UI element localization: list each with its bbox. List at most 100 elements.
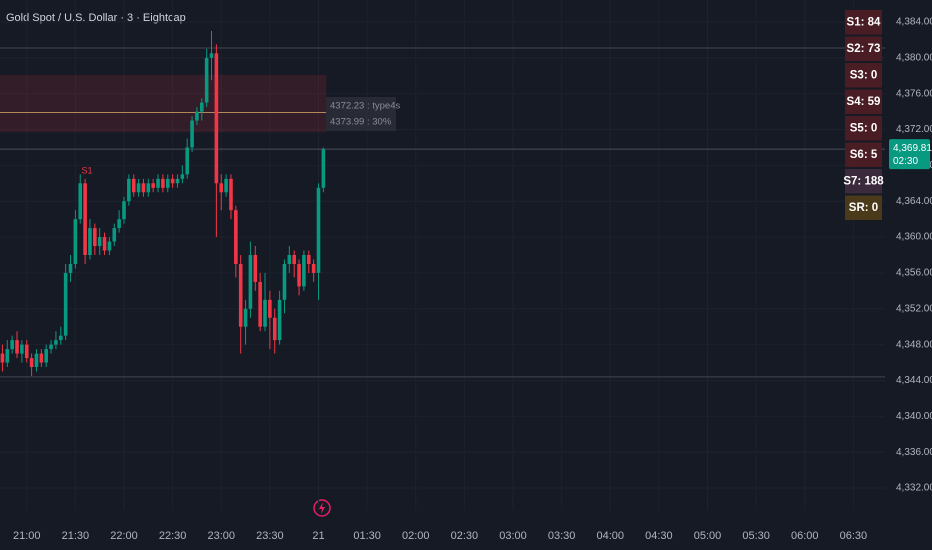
candle-body: [136, 183, 141, 193]
candle-body: [73, 219, 78, 264]
candle-body: [321, 149, 326, 188]
x-tick-label: 05:00: [694, 530, 722, 542]
candle-body: [97, 237, 102, 247]
x-tick-label: 02:00: [402, 530, 430, 542]
signal-label: S5: 0: [850, 123, 878, 135]
candle-body: [224, 178, 228, 193]
candle-body: [282, 263, 287, 300]
candle-body: [83, 183, 87, 255]
candle-body: [107, 241, 112, 251]
candle-body: [170, 178, 175, 184]
candle-body: [311, 263, 316, 273]
x-tick-label: 22:30: [159, 530, 187, 542]
candle-body: [127, 178, 131, 202]
x-tick-label: 06:30: [840, 530, 868, 542]
y-tick-label: 4,332.00: [896, 483, 932, 494]
candle-body: [180, 174, 185, 179]
candle-body: [209, 53, 214, 58]
signal-box: [845, 116, 882, 141]
candle-body: [151, 183, 155, 188]
signal-box: [845, 63, 882, 88]
y-tick-label: 4,336.00: [896, 447, 932, 458]
candle-body: [253, 255, 258, 282]
candle-body: [195, 111, 199, 121]
candle-body: [165, 178, 170, 188]
x-tick-label: 05:30: [742, 530, 770, 542]
candle-body: [63, 272, 68, 336]
candle-body: [175, 178, 180, 184]
candle-body: [263, 299, 267, 327]
candle-body: [29, 358, 34, 368]
candle-body: [15, 340, 19, 354]
candle-body: [78, 183, 83, 220]
candle-body: [39, 353, 44, 363]
x-tick-label: 03:00: [499, 530, 527, 542]
candle-body: [141, 183, 146, 193]
x-tick-label: 21:00: [13, 530, 41, 542]
candle-body: [277, 299, 282, 341]
signal-box: [845, 195, 882, 220]
candle-body: [161, 178, 165, 188]
candle-body: [190, 120, 194, 148]
signal-box: [845, 142, 882, 167]
candle-body: [306, 255, 311, 264]
candle-body: [58, 335, 63, 341]
y-tick-label: 4,352.00: [896, 303, 932, 314]
candle-body: [214, 53, 219, 184]
candle-body: [185, 147, 190, 175]
signal-box: [845, 36, 882, 61]
alert-icon: [313, 499, 331, 517]
candle-body: [248, 255, 253, 309]
signal-label: S3: 0: [850, 70, 878, 82]
candle-body: [243, 308, 248, 327]
signal-box: [845, 10, 882, 35]
y-tick-label: 4,344.00: [896, 375, 932, 386]
signal-label: SR: 0: [849, 202, 878, 214]
signal-label: S7: 188: [843, 176, 884, 188]
candle-body: [258, 281, 262, 327]
x-tick-label: 21:30: [62, 530, 90, 542]
y-tick-label: 4,340.00: [896, 411, 932, 422]
signal-label: S4: 59: [847, 96, 881, 108]
zone: [0, 74, 327, 133]
y-tick-label: 4,372.00: [896, 124, 932, 135]
price-tag-label: 4,369.81: [893, 143, 932, 154]
candle-body: [88, 228, 92, 255]
x-tick-label: 03:30: [548, 530, 576, 542]
x-tick-label: 04:30: [645, 530, 673, 542]
candle-body: [34, 353, 39, 368]
y-tick-label: 4,356.00: [896, 268, 932, 279]
y-tick-label: 4,376.00: [896, 88, 932, 99]
y-tick-label: 4,364.00: [896, 196, 932, 207]
candle-body: [68, 263, 73, 273]
candle-body: [287, 255, 292, 264]
candle-body: [112, 228, 117, 242]
signal-label: S1: 84: [847, 17, 881, 29]
x-tick-label: 23:00: [207, 530, 235, 542]
tooltip-box: [326, 97, 396, 131]
candle-body: [5, 349, 10, 363]
tooltip-text: 4373.99 : 30%: [330, 117, 392, 128]
x-tick-label: 22:00: [110, 530, 138, 542]
x-tick-label: 01:30: [353, 530, 381, 542]
chart-title: Gold Spot / U.S. Dollar · 3 · Eightcap: [6, 12, 186, 24]
candle-body: [24, 344, 29, 359]
candle-body: [146, 183, 151, 193]
candle-body: [54, 340, 58, 345]
x-tick-label: 04:00: [596, 530, 624, 542]
candle-body: [156, 178, 160, 188]
countdown-label: 02:30: [893, 156, 918, 167]
candle-body: [0, 353, 5, 363]
candle-body: [229, 178, 233, 211]
candle-body: [10, 340, 14, 350]
candle-body: [93, 228, 97, 247]
candle-body: [219, 183, 224, 193]
x-tick-label: 02:30: [451, 530, 479, 542]
signal-box: [845, 89, 882, 114]
candle-body: [44, 349, 48, 363]
y-tick-label: 4,360.00: [896, 232, 932, 243]
signal-label: S6: 5: [850, 149, 878, 161]
candle-body: [49, 344, 53, 350]
tooltip-text: 4372.23 : type4s: [330, 101, 400, 112]
